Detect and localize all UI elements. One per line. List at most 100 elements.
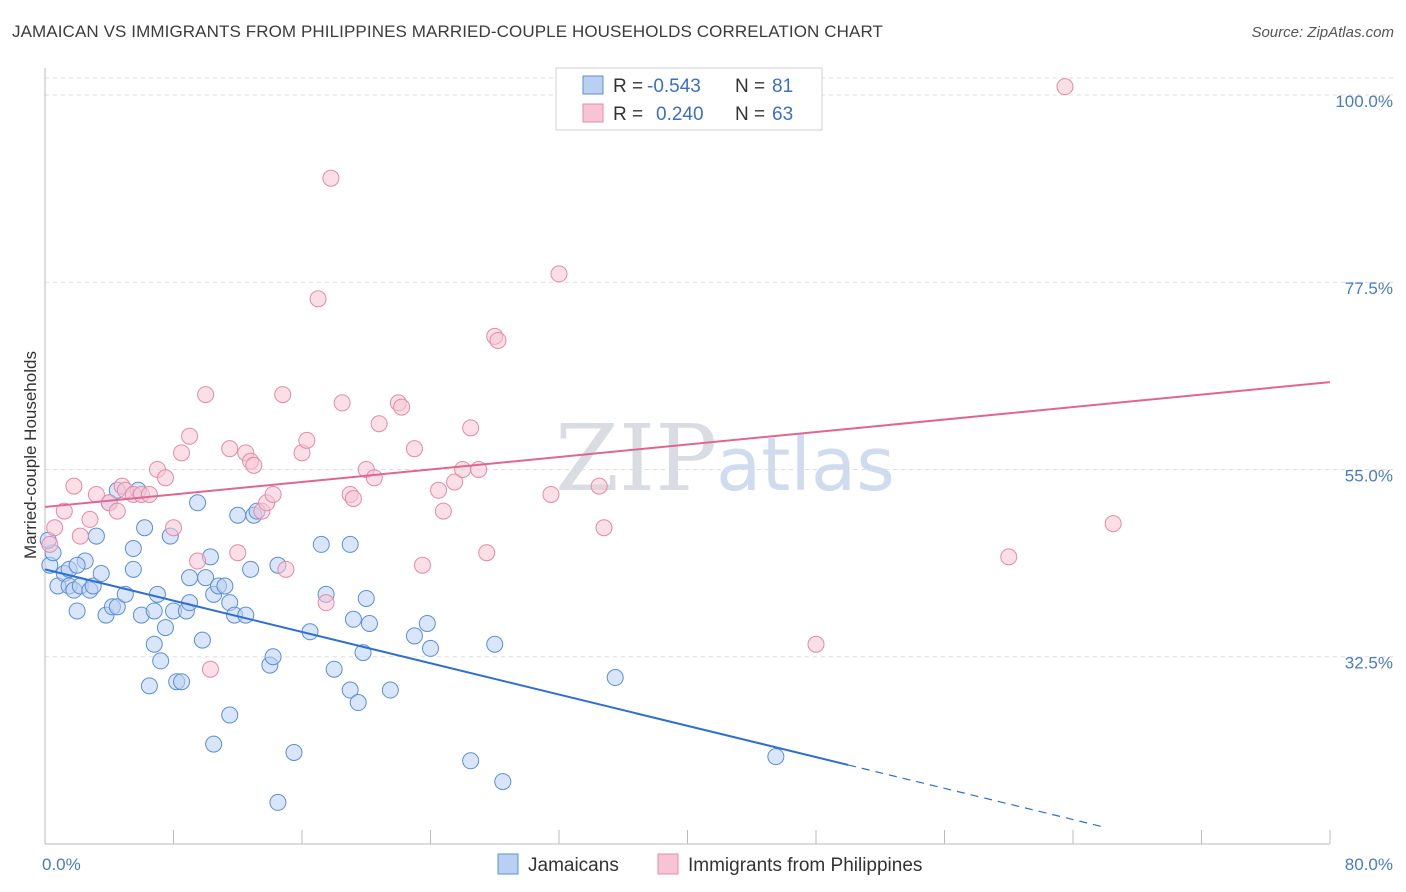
legend-r-value-2: 0.240: [656, 104, 704, 125]
philippines-point-30: [274, 386, 292, 404]
jamaicans-point-49: [237, 606, 255, 624]
chart-title: JAMAICAN VS IMMIGRANTS FROM PHILIPPINES …: [12, 22, 884, 41]
correlation-legend: R = -0.543 N = 81 R = 0.240 N = 63: [555, 67, 823, 131]
philippines-point-36: [322, 169, 340, 187]
philippines-point-18: [181, 427, 199, 445]
y-tick-labels: 32.5% 55.0% 77.5% 100.0%: [1335, 92, 1393, 673]
philippines-point-13: [140, 485, 158, 503]
philippines-point-59: [595, 519, 613, 537]
jamaicans-point-12: [87, 527, 105, 545]
philippines-point-55: [489, 331, 507, 349]
philippines-point-19: [189, 552, 207, 570]
jamaicans-point-57: [285, 743, 303, 761]
philippines-point-57: [550, 265, 568, 283]
philippines-point-56: [542, 485, 560, 503]
philippines-point-60: [807, 635, 825, 653]
legend-r-value-1: -0.543: [647, 76, 701, 97]
jamaicans-point-46: [221, 706, 239, 724]
y-tick-label-2: 77.5%: [1345, 279, 1393, 298]
jamaicans-point-62: [341, 535, 359, 553]
philippines-point-58: [590, 477, 608, 495]
watermark: ZIP atlas: [555, 405, 895, 512]
philippines-point-39: [344, 490, 362, 508]
philippines-point-62: [1056, 78, 1074, 96]
source-attribution: Source: ZipAtlas.com: [1251, 24, 1394, 41]
watermark-atlas: atlas: [716, 422, 895, 508]
philippines-point-20: [197, 386, 215, 404]
jamaicans-point-77: [767, 748, 785, 766]
jamaicans-point-59: [312, 535, 330, 553]
philippines-point-16: [165, 519, 182, 537]
jamaicans-point-7: [68, 602, 86, 620]
philippines-point-29: [264, 485, 282, 503]
legend-n-value-1: 81: [772, 76, 793, 97]
jamaicans-point-56: [269, 793, 287, 811]
philippines-point-44: [393, 398, 411, 416]
philippines-point-42: [370, 415, 388, 433]
philippines-point-48: [434, 502, 452, 520]
trend-line-jamaicans-extension: [847, 764, 1106, 828]
jamaicans-point-74: [486, 635, 504, 653]
jamaicans-point-24: [136, 519, 154, 537]
philippines-point-61: [1000, 548, 1018, 566]
jamaicans-point-20: [124, 540, 142, 558]
jamaicans-point-63: [341, 681, 359, 699]
jamaicans-point-75: [494, 773, 512, 791]
x-tick-label-1: 80.0%: [1345, 855, 1393, 874]
series-jamaicans-points: [39, 481, 785, 811]
philippines-point-49: [446, 473, 464, 491]
series-legend: Jamaicans Immigrants from Philippines: [497, 853, 922, 876]
jamaicans-point-34: [173, 673, 191, 691]
philippines-point-17: [173, 444, 191, 462]
jamaicans-point-21: [124, 560, 142, 578]
jamaicans-point-13: [92, 565, 110, 583]
philippines-point-23: [229, 544, 247, 562]
philippines-point-5: [81, 510, 99, 528]
watermark-zip: ZIP: [555, 405, 717, 512]
jamaicans-point-37: [189, 494, 207, 512]
bottom-legend-label-philippines: Immigrants from Philippines: [688, 855, 922, 876]
jamaicans-point-44: [216, 577, 234, 595]
philippines-point-15: [156, 469, 174, 487]
y-axis-title: Married-couple Households: [21, 351, 40, 559]
bottom-legend-swatch-philippines: [657, 853, 679, 875]
philippines-point-4: [71, 527, 89, 545]
y-tick-label-1: 55.0%: [1345, 466, 1393, 485]
legend-n-label-1: N =: [735, 76, 765, 97]
philippines-point-2: [55, 502, 73, 520]
jamaicans-point-73: [462, 752, 480, 770]
jamaicans-point-76: [606, 669, 624, 687]
philippines-point-1: [46, 519, 64, 537]
legend-swatch-blue: [582, 75, 604, 95]
philippines-point-3: [65, 477, 83, 495]
philippines-point-37: [333, 394, 351, 412]
philippines-point-26: [245, 456, 263, 474]
jamaicans-point-27: [145, 635, 163, 653]
philippines-point-51: [462, 419, 480, 437]
jamaicans-point-42: [205, 735, 223, 753]
y-tick-label-0: 32.5%: [1345, 654, 1393, 673]
legend-r-label-1: R =: [613, 76, 643, 97]
jamaicans-point-71: [418, 614, 436, 632]
philippines-point-41: [365, 469, 383, 487]
jamaicans-point-68: [360, 614, 378, 632]
philippines-point-8: [108, 502, 126, 520]
jamaicans-point-69: [381, 681, 399, 699]
philippines-point-33: [298, 431, 316, 449]
jamaicans-point-64: [344, 610, 362, 628]
axes: [44, 68, 1331, 845]
philippines-point-63: [1104, 515, 1122, 533]
jamaicans-point-50: [242, 560, 260, 578]
jamaicans-point-26: [145, 602, 163, 620]
jamaicans-point-25: [140, 677, 158, 695]
philippines-point-45: [405, 440, 423, 458]
bottom-legend-swatch-jamaicans: [497, 853, 519, 875]
jamaicans-point-48: [229, 506, 247, 524]
philippines-point-0: [41, 535, 59, 553]
series-philippines-points: [41, 78, 1122, 678]
jamaicans-point-28: [148, 585, 166, 603]
jamaicans-point-30: [156, 619, 174, 637]
y-tick-label-3: 100.0%: [1335, 92, 1393, 111]
philippines-point-50: [454, 460, 472, 478]
